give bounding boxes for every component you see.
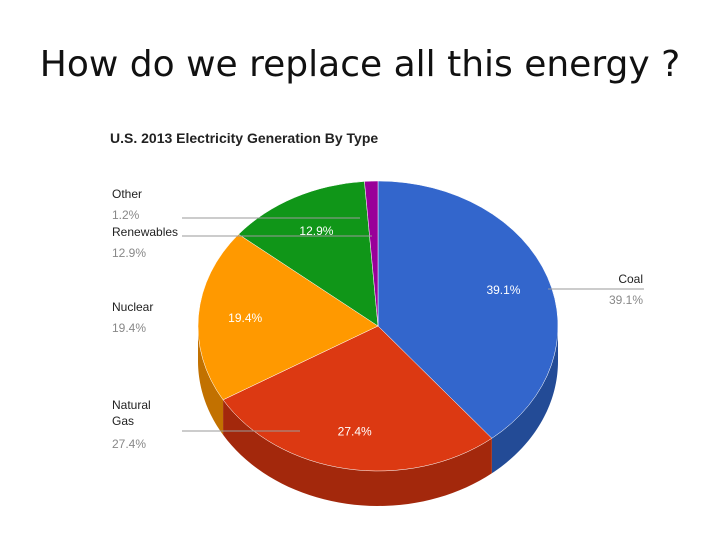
legend-value-renewables: 12.9% (112, 246, 146, 260)
pie-depth-layer (198, 326, 558, 506)
slice-side-coal (491, 326, 558, 474)
leader-lines (182, 217, 644, 432)
slice-side-nuclear (198, 326, 224, 435)
legend-name-other: Other (112, 187, 142, 201)
legend-name-nuclear: Nuclear (112, 300, 153, 314)
slice-natural-gas (222, 325, 493, 472)
slice-label-nuclear: 19.4% (228, 311, 262, 325)
legend-value-other: 1.2% (112, 208, 140, 222)
legend-name-natural-gas: Natural Gas (112, 398, 151, 428)
legend-value-nuclear: 19.4% (112, 321, 146, 335)
legend-name-coal: Coal (618, 272, 643, 286)
slice-other (364, 180, 379, 327)
legend-value-coal: 39.1% (609, 293, 643, 307)
slice-label-coal: 39.1% (486, 283, 520, 297)
slide-title: How do we replace all this energy ? (39, 44, 681, 85)
chart-title: U.S. 2013 Electricity Generation By Type (110, 130, 378, 146)
slice-coal (377, 180, 559, 439)
slice-nuclear (197, 233, 379, 401)
slice-label-renewables: 12.9% (299, 224, 333, 238)
pie-top-layer (197, 180, 559, 472)
slice-side-natural-gas (223, 399, 492, 506)
slice-label-natural-gas: 27.4% (338, 425, 372, 439)
legend-name-renewables: Renewables (112, 225, 178, 239)
legend-value-natural-gas: 27.4% (112, 437, 146, 451)
